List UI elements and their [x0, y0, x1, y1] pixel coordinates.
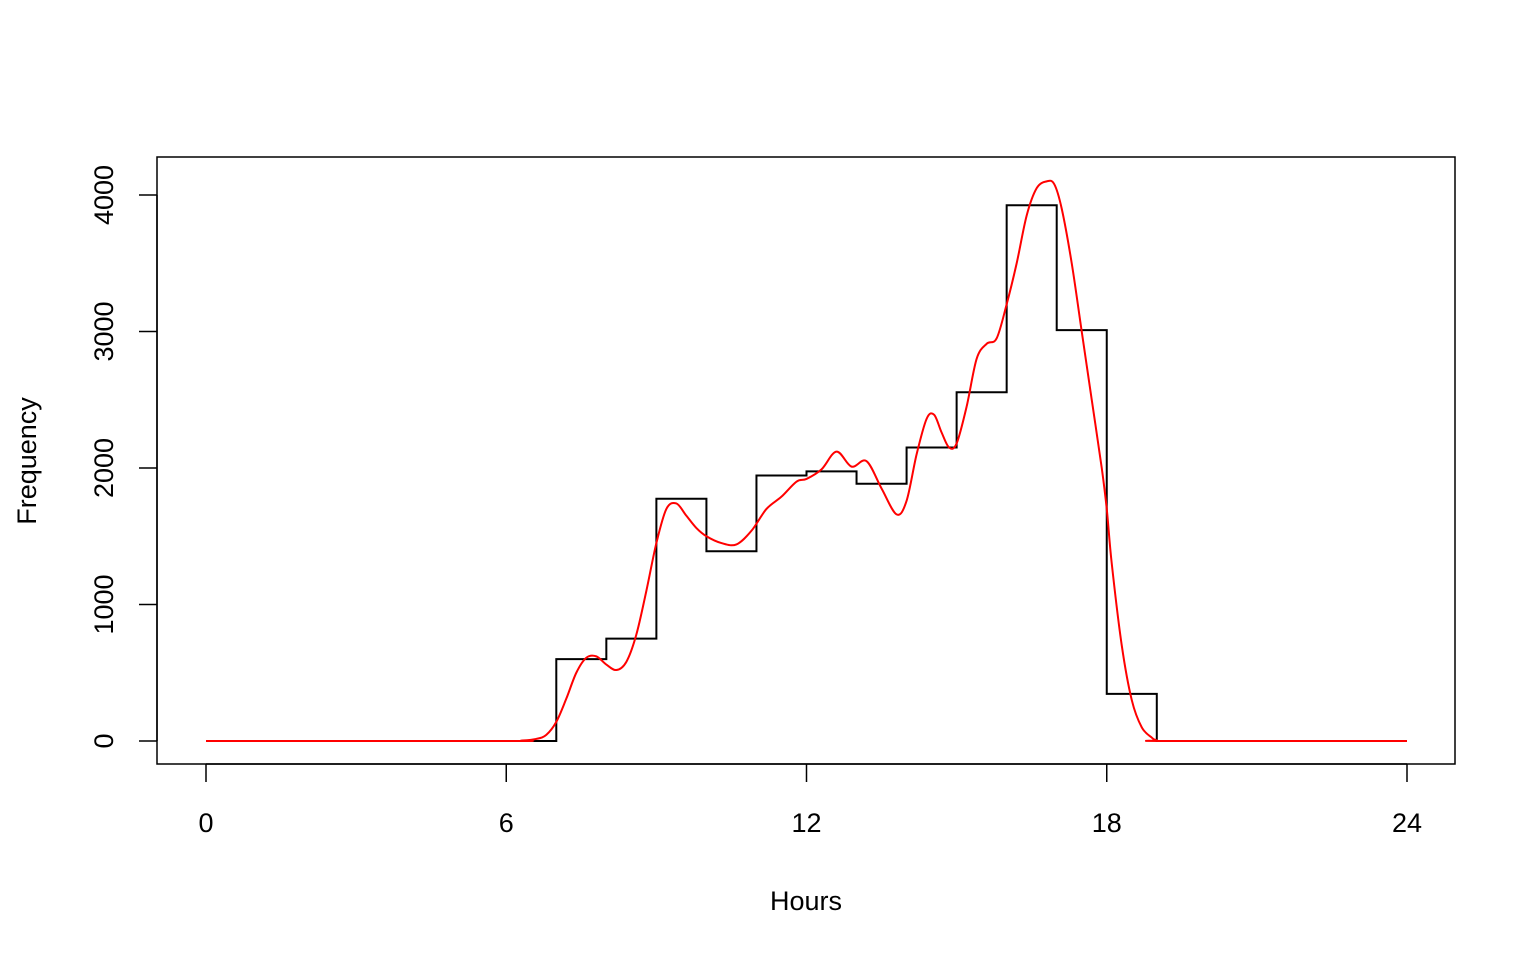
y-tick-label: 1000	[89, 574, 119, 634]
x-tick-label: 6	[499, 808, 514, 838]
y-tick-label: 2000	[89, 438, 119, 498]
x-axis: 0 6 12 18 24	[198, 763, 1422, 838]
smoothed-curve-line	[205, 179, 1408, 743]
x-tick-label: 12	[791, 808, 821, 838]
x-tick-label: 0	[198, 808, 213, 838]
plot-frame	[156, 156, 1456, 765]
series-layer	[205, 179, 1408, 743]
y-tick-label: 4000	[89, 165, 119, 225]
y-tick-label: 0	[89, 733, 119, 748]
histogram-step-line	[206, 204, 1407, 742]
y-tick-label: 3000	[89, 301, 119, 361]
x-tick-label: 18	[1092, 808, 1122, 838]
x-tick-label: 24	[1392, 808, 1422, 838]
x-axis-title: Hours	[770, 886, 842, 916]
y-axis: 0 1000 2000 3000 4000	[89, 165, 158, 749]
y-axis-title: Frequency	[12, 397, 42, 525]
